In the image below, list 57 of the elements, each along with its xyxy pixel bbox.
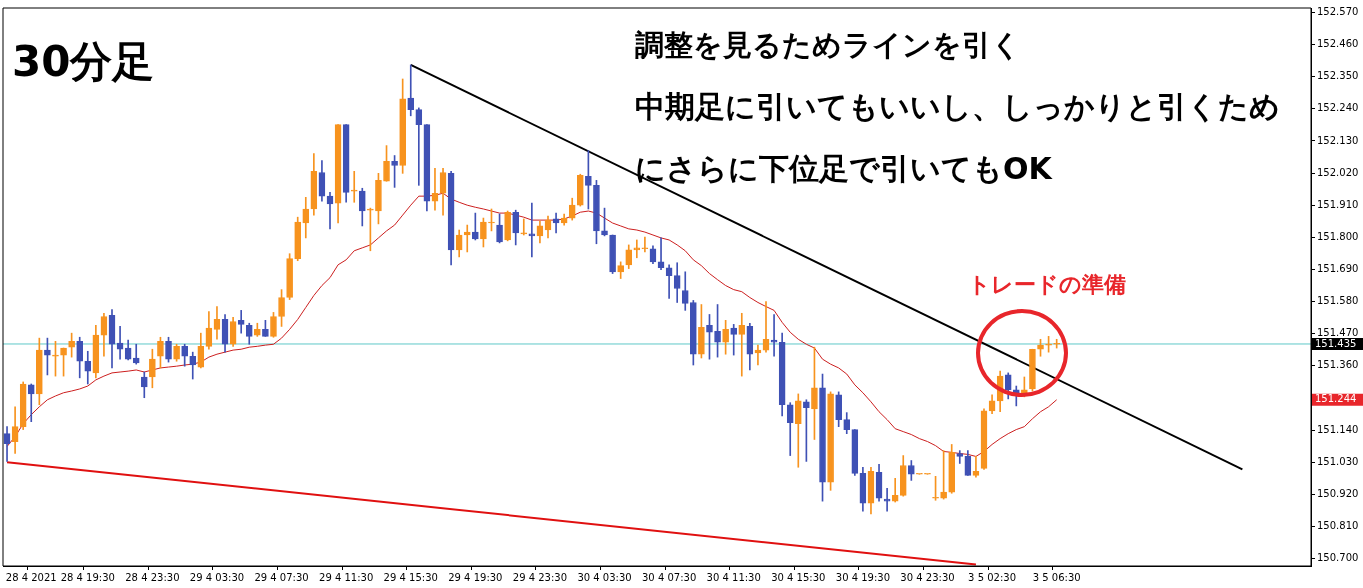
- candlestick: [520, 218, 528, 236]
- candlestick: [27, 383, 35, 423]
- x-tick-label: 28 4 19:30: [60, 571, 115, 583]
- y-tick-label: 152.240: [1317, 102, 1359, 114]
- x-tick-label: 28 4 2021: [5, 571, 57, 583]
- x-tick-label: 30 4 15:30: [771, 571, 826, 583]
- y-tick-label: 151.580: [1317, 295, 1359, 307]
- ref-line-label: 151.435: [1315, 337, 1357, 349]
- annotation: 中期足に引いてもいいし、しっかりと引くため: [635, 89, 1280, 124]
- y-tick-label: 151.910: [1317, 198, 1359, 210]
- candlestick: [972, 456, 980, 478]
- candlestick: [407, 64, 415, 117]
- candlestick: [641, 236, 649, 253]
- candlestick: [237, 310, 245, 334]
- annotation: 調整を見るためラインを引く: [635, 28, 1021, 62]
- y-tick-label: 151.140: [1317, 423, 1359, 435]
- y-tick-label: 151.030: [1317, 455, 1359, 467]
- text: 151.244: [1315, 393, 1357, 405]
- y-tick-label: 150.810: [1317, 520, 1359, 532]
- x-tick-label: 30 4 19:30: [835, 571, 891, 583]
- x-tick-label: 29 4 23:30: [512, 571, 568, 583]
- text: 30分足: [12, 37, 155, 86]
- candlestick: [415, 107, 423, 186]
- x-tick-label: 3 5 06:30: [1032, 571, 1081, 583]
- x-tick-label: 3 5 02:30: [968, 571, 1017, 583]
- candlestick: [116, 326, 124, 360]
- y-tick-label: 151.800: [1317, 230, 1359, 242]
- candlestick: [730, 324, 738, 356]
- x-tick-label: 30 4 03:30: [577, 571, 632, 583]
- candlestick: [891, 478, 899, 503]
- y-tick-label: 152.130: [1317, 134, 1359, 146]
- y-tick-label: 152.570: [1317, 5, 1359, 17]
- x-tick-label: 30 4 07:30: [641, 571, 697, 583]
- x-tick-label: 29 4 19:30: [448, 571, 503, 583]
- x-tick-label: 30 4 23:30: [900, 571, 955, 583]
- y-tick-label: 152.460: [1317, 38, 1359, 50]
- y-tick-label: 152.350: [1317, 70, 1359, 82]
- x-tick-label: 29 4 15:30: [383, 571, 438, 583]
- annotation: にさらに下位足で引いてもOK: [635, 151, 1054, 186]
- y-tick-label: 150.920: [1317, 488, 1359, 500]
- y-tick-label: 152.020: [1317, 166, 1359, 178]
- candlestick: [770, 314, 778, 357]
- x-tick-label: 28 4 23:30: [125, 571, 180, 583]
- y-tick-label: 151.470: [1317, 327, 1359, 339]
- candlestick: [738, 312, 746, 377]
- y-tick-label: 151.690: [1317, 263, 1359, 275]
- x-tick-label: 30 4 11:30: [706, 571, 761, 583]
- y-tick-label: 151.360: [1317, 359, 1359, 371]
- x-tick-label: 29 4 11:30: [319, 571, 374, 583]
- x-tick-label: 29 4 03:30: [189, 571, 245, 583]
- candlestick: [956, 450, 964, 464]
- y-tick-label: 150.700: [1317, 552, 1359, 564]
- x-tick-label: 29 4 07:30: [254, 571, 309, 583]
- candlestick: [350, 170, 358, 203]
- candlestick: [528, 202, 536, 258]
- candlestick: [665, 264, 673, 299]
- annotation: トレードの準備: [968, 272, 1126, 297]
